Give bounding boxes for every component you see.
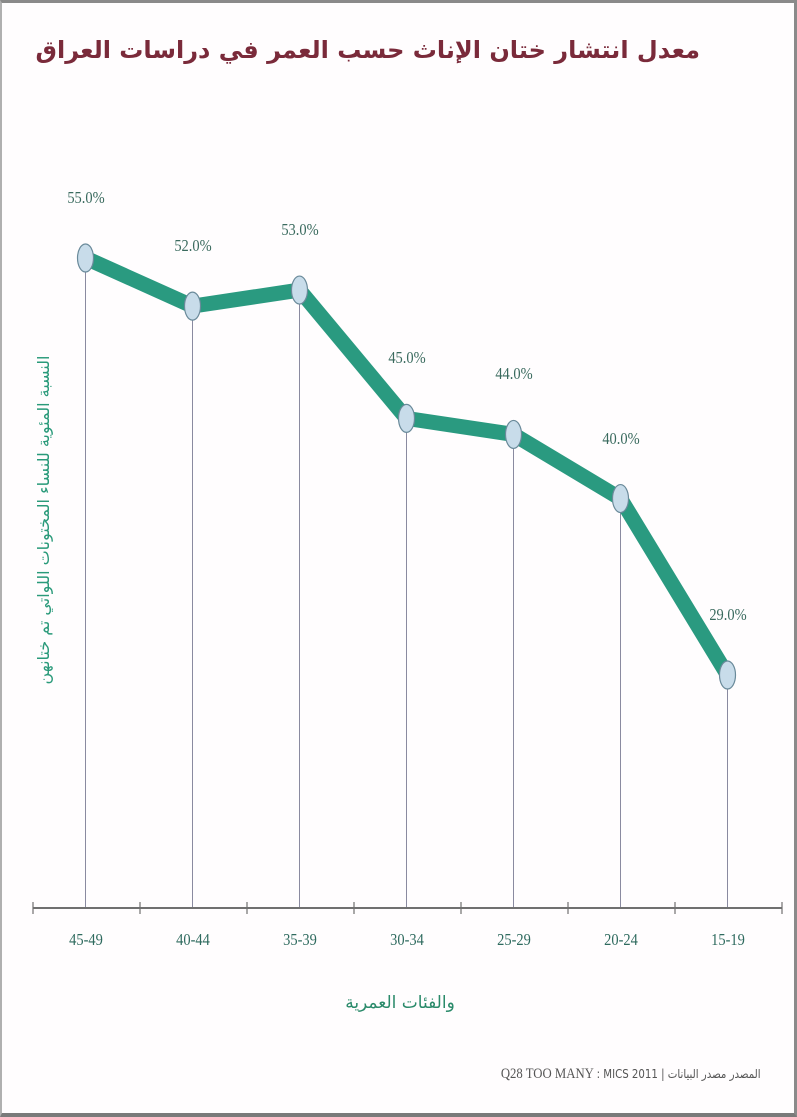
data-point-marker bbox=[718, 660, 737, 690]
source-note: Q28 TOO MANY : MICS 2011 | المصدر مصدر ا… bbox=[501, 1066, 761, 1083]
x-axis bbox=[32, 902, 783, 914]
chart-title: معدل انتشار ختان الإناث حسب العمر في درا… bbox=[35, 36, 700, 64]
data-point-marker bbox=[183, 291, 202, 321]
data-value-label: 40.0% bbox=[601, 428, 640, 448]
x-tick-label: 30-34 bbox=[389, 930, 424, 949]
data-value-label: 53.0% bbox=[280, 220, 319, 240]
data-value-label: 45.0% bbox=[387, 348, 426, 368]
x-tick-label: 40-44 bbox=[175, 930, 210, 949]
x-tick-label: 25-29 bbox=[496, 930, 531, 949]
data-value-label: 44.0% bbox=[494, 364, 533, 384]
drop-lines bbox=[85, 258, 728, 908]
x-axis-label: والفئات العمرية bbox=[345, 993, 455, 1013]
x-tick-label: 20-24 bbox=[603, 930, 638, 949]
source-text: : MICS 2011 | المصدر bbox=[597, 1067, 761, 1081]
data-point-marker bbox=[504, 419, 523, 450]
source-suffix: Q28 TOO MANY bbox=[501, 1066, 594, 1082]
data-point-marker bbox=[611, 483, 630, 514]
source-prefix: مصدر البيانات bbox=[668, 1067, 727, 1081]
data-markers bbox=[76, 243, 737, 690]
data-value-label: 52.0% bbox=[173, 236, 212, 256]
x-tick-label: 35-39 bbox=[282, 930, 317, 949]
x-tick-label: 45-49 bbox=[68, 930, 103, 949]
x-tick-label: 15-19 bbox=[710, 930, 745, 949]
data-point-marker bbox=[397, 403, 416, 433]
data-point-marker bbox=[76, 243, 95, 273]
data-value-label: 55.0% bbox=[66, 188, 105, 207]
data-point-marker bbox=[290, 275, 309, 305]
data-value-label: 29.0% bbox=[708, 605, 747, 624]
